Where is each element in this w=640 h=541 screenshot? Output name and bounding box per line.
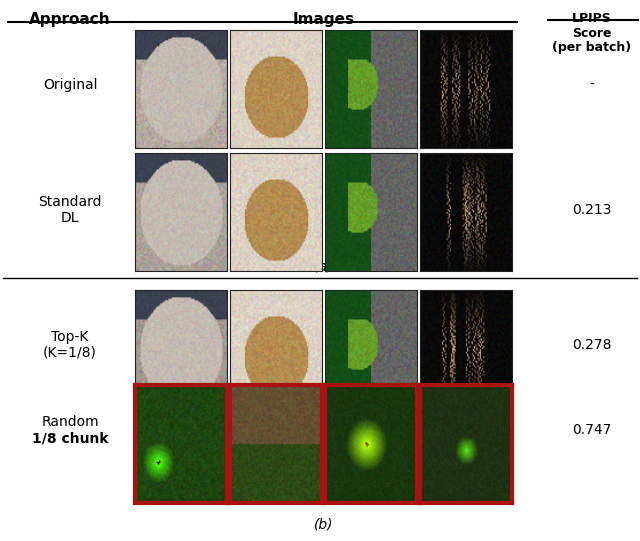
Text: -: -	[589, 78, 595, 92]
Text: 0.278: 0.278	[572, 338, 612, 352]
Text: Top-K: Top-K	[51, 330, 89, 344]
Text: (per batch): (per batch)	[552, 41, 632, 54]
Text: Standard: Standard	[38, 195, 102, 209]
Text: (K=1/8): (K=1/8)	[43, 346, 97, 360]
Text: Score: Score	[572, 27, 612, 40]
Text: DL: DL	[61, 211, 79, 225]
Text: 0.213: 0.213	[572, 203, 612, 217]
Text: (a): (a)	[314, 260, 333, 274]
Text: 1/8 chunk: 1/8 chunk	[32, 431, 108, 445]
Text: 0.747: 0.747	[572, 423, 612, 437]
Text: Images: Images	[292, 12, 355, 27]
Text: Approach: Approach	[29, 12, 111, 27]
Text: Original: Original	[43, 78, 97, 92]
Text: (b): (b)	[314, 518, 333, 532]
Text: Random: Random	[41, 415, 99, 429]
Text: LPIPS: LPIPS	[572, 12, 612, 25]
